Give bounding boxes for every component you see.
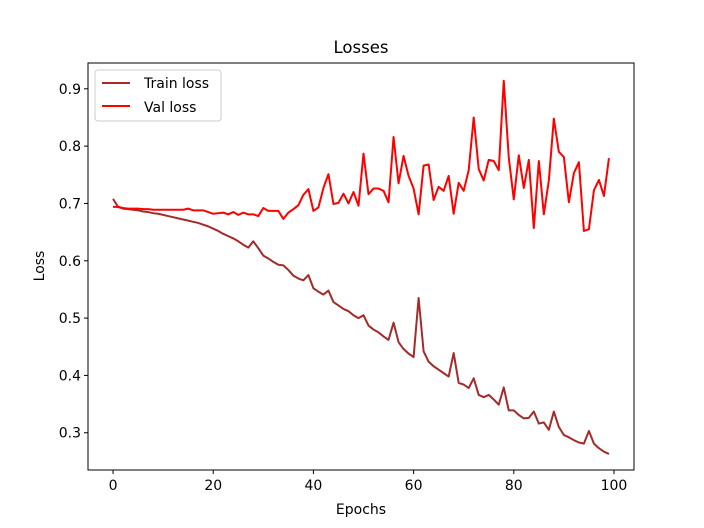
- x-tick-label: 100: [601, 478, 628, 494]
- y-tick-label: 0.6: [59, 254, 81, 270]
- y-tick-label: 0.8: [59, 139, 81, 155]
- series-layer: [112, 79, 610, 455]
- x-tick-label: 80: [505, 478, 523, 494]
- x-tick-label: 20: [204, 478, 222, 494]
- y-axis-ticks: 0.3 0.4 0.5 0.6 0.7 0.8 0.9: [59, 82, 88, 442]
- series-line-train-loss: [112, 198, 610, 455]
- x-tick-label: 60: [405, 478, 423, 494]
- legend-label-val-loss: Val loss: [144, 100, 196, 116]
- y-tick-label: 0.7: [59, 196, 81, 212]
- y-tick-label: 0.5: [59, 311, 81, 327]
- y-tick-label: 0.9: [59, 82, 81, 98]
- chart-title: Losses: [334, 38, 389, 57]
- legend: Train loss Val loss: [94, 69, 222, 122]
- legend-label-train-loss: Train loss: [143, 76, 209, 92]
- x-tick-label: 40: [304, 478, 322, 494]
- axes-frame: [87, 62, 635, 471]
- y-axis-label: Loss: [32, 251, 48, 282]
- axes-background: [88, 63, 634, 470]
- x-axis-label: Epochs: [336, 502, 386, 518]
- y-tick-label: 0.4: [59, 368, 81, 384]
- x-axis-ticks: 0 20 40 60 80 100: [109, 470, 628, 494]
- series-line-val-loss: [113, 79, 610, 232]
- plot-area: [87, 62, 635, 471]
- y-tick-label: 0.3: [59, 426, 81, 442]
- x-tick-label: 0: [109, 478, 118, 494]
